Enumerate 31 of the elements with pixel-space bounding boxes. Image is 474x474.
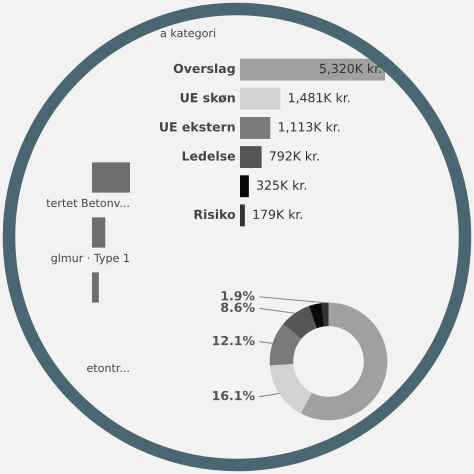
donut-slice (270, 324, 302, 366)
donut-slice (322, 302, 329, 326)
data-label: 5,320K kr. (320, 64, 381, 74)
bar (240, 116, 270, 139)
y-tick-label: UE skøn (180, 92, 235, 103)
data-label: 1,113K kr. (278, 122, 340, 133)
bar (240, 204, 245, 226)
data-label: 16.1% (213, 390, 255, 400)
bar (240, 88, 280, 110)
bar (240, 58, 385, 81)
y-tick-label: glmur · Type 1 (51, 254, 129, 264)
data-label: 325K kr. (257, 180, 306, 190)
y-tick-label: Ledelse (182, 151, 236, 161)
donut-slice (270, 364, 312, 414)
donut-slice (283, 306, 317, 339)
data-label: 12.1% (213, 336, 255, 346)
donut-slice (308, 303, 324, 328)
chart-title: a kategori (160, 28, 216, 40)
y-tick-label: tertet Betonv... (46, 198, 129, 208)
data-label: 792K kr. (270, 151, 319, 161)
data-label: 8.6% (221, 302, 255, 312)
donut-slice (300, 302, 388, 420)
y-tick-label: UE ekstern (160, 122, 235, 132)
data-label: 179K kr. (254, 209, 302, 220)
y-tick-label: Risiko (194, 209, 236, 220)
data-label: 1.9% (222, 291, 255, 301)
data-label: 1,481K kr. (288, 92, 350, 104)
y-tick-label: etontr... (87, 364, 129, 372)
bar (240, 146, 262, 168)
y-tick-label: Overslag (174, 63, 235, 76)
bar (240, 175, 249, 198)
